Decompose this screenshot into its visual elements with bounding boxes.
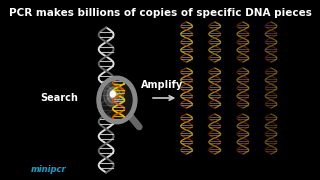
- Circle shape: [110, 91, 115, 97]
- Circle shape: [107, 87, 120, 103]
- Text: minipcr: minipcr: [30, 165, 66, 174]
- Text: Amplify: Amplify: [141, 80, 184, 90]
- Text: PCR makes billions of copies of specific DNA pieces: PCR makes billions of copies of specific…: [9, 8, 311, 18]
- Text: Search: Search: [40, 93, 78, 103]
- Circle shape: [104, 83, 124, 107]
- Circle shape: [110, 91, 117, 99]
- Circle shape: [99, 78, 135, 122]
- Circle shape: [112, 93, 115, 97]
